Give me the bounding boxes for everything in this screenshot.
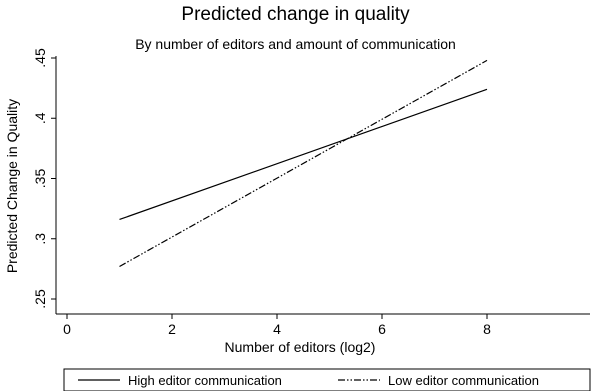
- legend-box: [63, 368, 591, 391]
- y-tick-label: .35: [32, 169, 48, 189]
- y-axis-label: Predicted Change in Quality: [4, 99, 20, 273]
- legend-items: High editor communication Low editor comm…: [78, 373, 539, 388]
- chart-subtitle: By number of editors and amount of commu…: [135, 36, 456, 52]
- y-tick-label: .45: [32, 48, 48, 68]
- x-axis-label: Number of editors (log2): [225, 339, 376, 355]
- legend: High editor communication Low editor comm…: [63, 368, 591, 391]
- x-ticks: 0 2 4 6 8: [63, 314, 491, 337]
- x-tick-label: 2: [168, 321, 176, 337]
- y-tick-label: .25: [32, 289, 48, 309]
- y-tick-label: .3: [32, 233, 48, 245]
- series-lines: [119, 59, 488, 267]
- series-line-1: [119, 88, 488, 221]
- x-tick-label: 4: [273, 321, 281, 337]
- x-tick-label: 6: [378, 321, 386, 337]
- y-ticks: .25 .3 .35 .4 .45: [32, 48, 56, 309]
- plot-frame: [55, 56, 590, 315]
- series-line-2: [119, 59, 488, 267]
- chart-title: Predicted change in quality: [181, 4, 410, 25]
- legend-label-1: High editor communication: [128, 373, 282, 388]
- x-tick-label: 8: [483, 321, 491, 337]
- x-tick-label: 0: [63, 321, 71, 337]
- y-tick-label: .4: [32, 112, 48, 124]
- legend-label-2: Low editor communication: [388, 373, 539, 388]
